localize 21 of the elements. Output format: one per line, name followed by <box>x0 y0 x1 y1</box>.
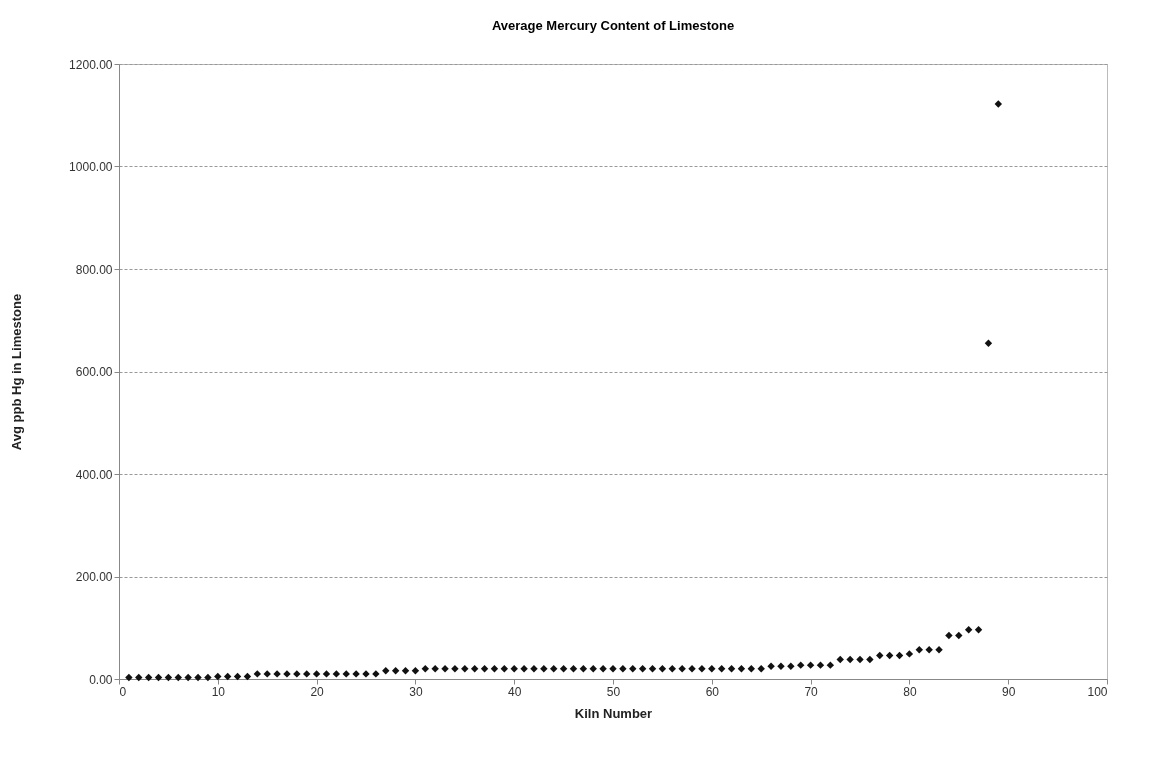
y-tick-label: 400.00 <box>75 467 113 482</box>
x-tick-label: 50 <box>606 684 621 699</box>
y-tick-label: 600.00 <box>75 365 113 379</box>
y-tick-label: 200.00 <box>75 570 113 584</box>
x-tick-label: 100 <box>1087 684 1108 699</box>
x-axis-title: Kiln Number <box>574 705 653 721</box>
y-tick-label: 1200.00 <box>69 57 113 72</box>
x-tick-label: 0 <box>119 684 127 699</box>
chart-title: Average Mercury Content of Limestone <box>491 18 735 33</box>
y-axis-title: Avg ppb Hg in Limestone <box>9 293 25 451</box>
x-tick-label: 80 <box>903 684 917 699</box>
y-tick-label: 1000.00 <box>69 160 113 174</box>
x-tick-label: 90 <box>1002 684 1016 699</box>
y-tick-label: 0.00 <box>89 672 113 687</box>
x-tick-label: 40 <box>508 684 522 699</box>
x-tick-label: 60 <box>705 684 720 699</box>
x-tick-label: 20 <box>310 684 325 699</box>
y-tick-label: 800.00 <box>75 262 113 277</box>
x-tick-label: 30 <box>409 684 423 699</box>
x-tick-label: 10 <box>211 684 226 699</box>
x-tick-label: 70 <box>804 684 819 699</box>
